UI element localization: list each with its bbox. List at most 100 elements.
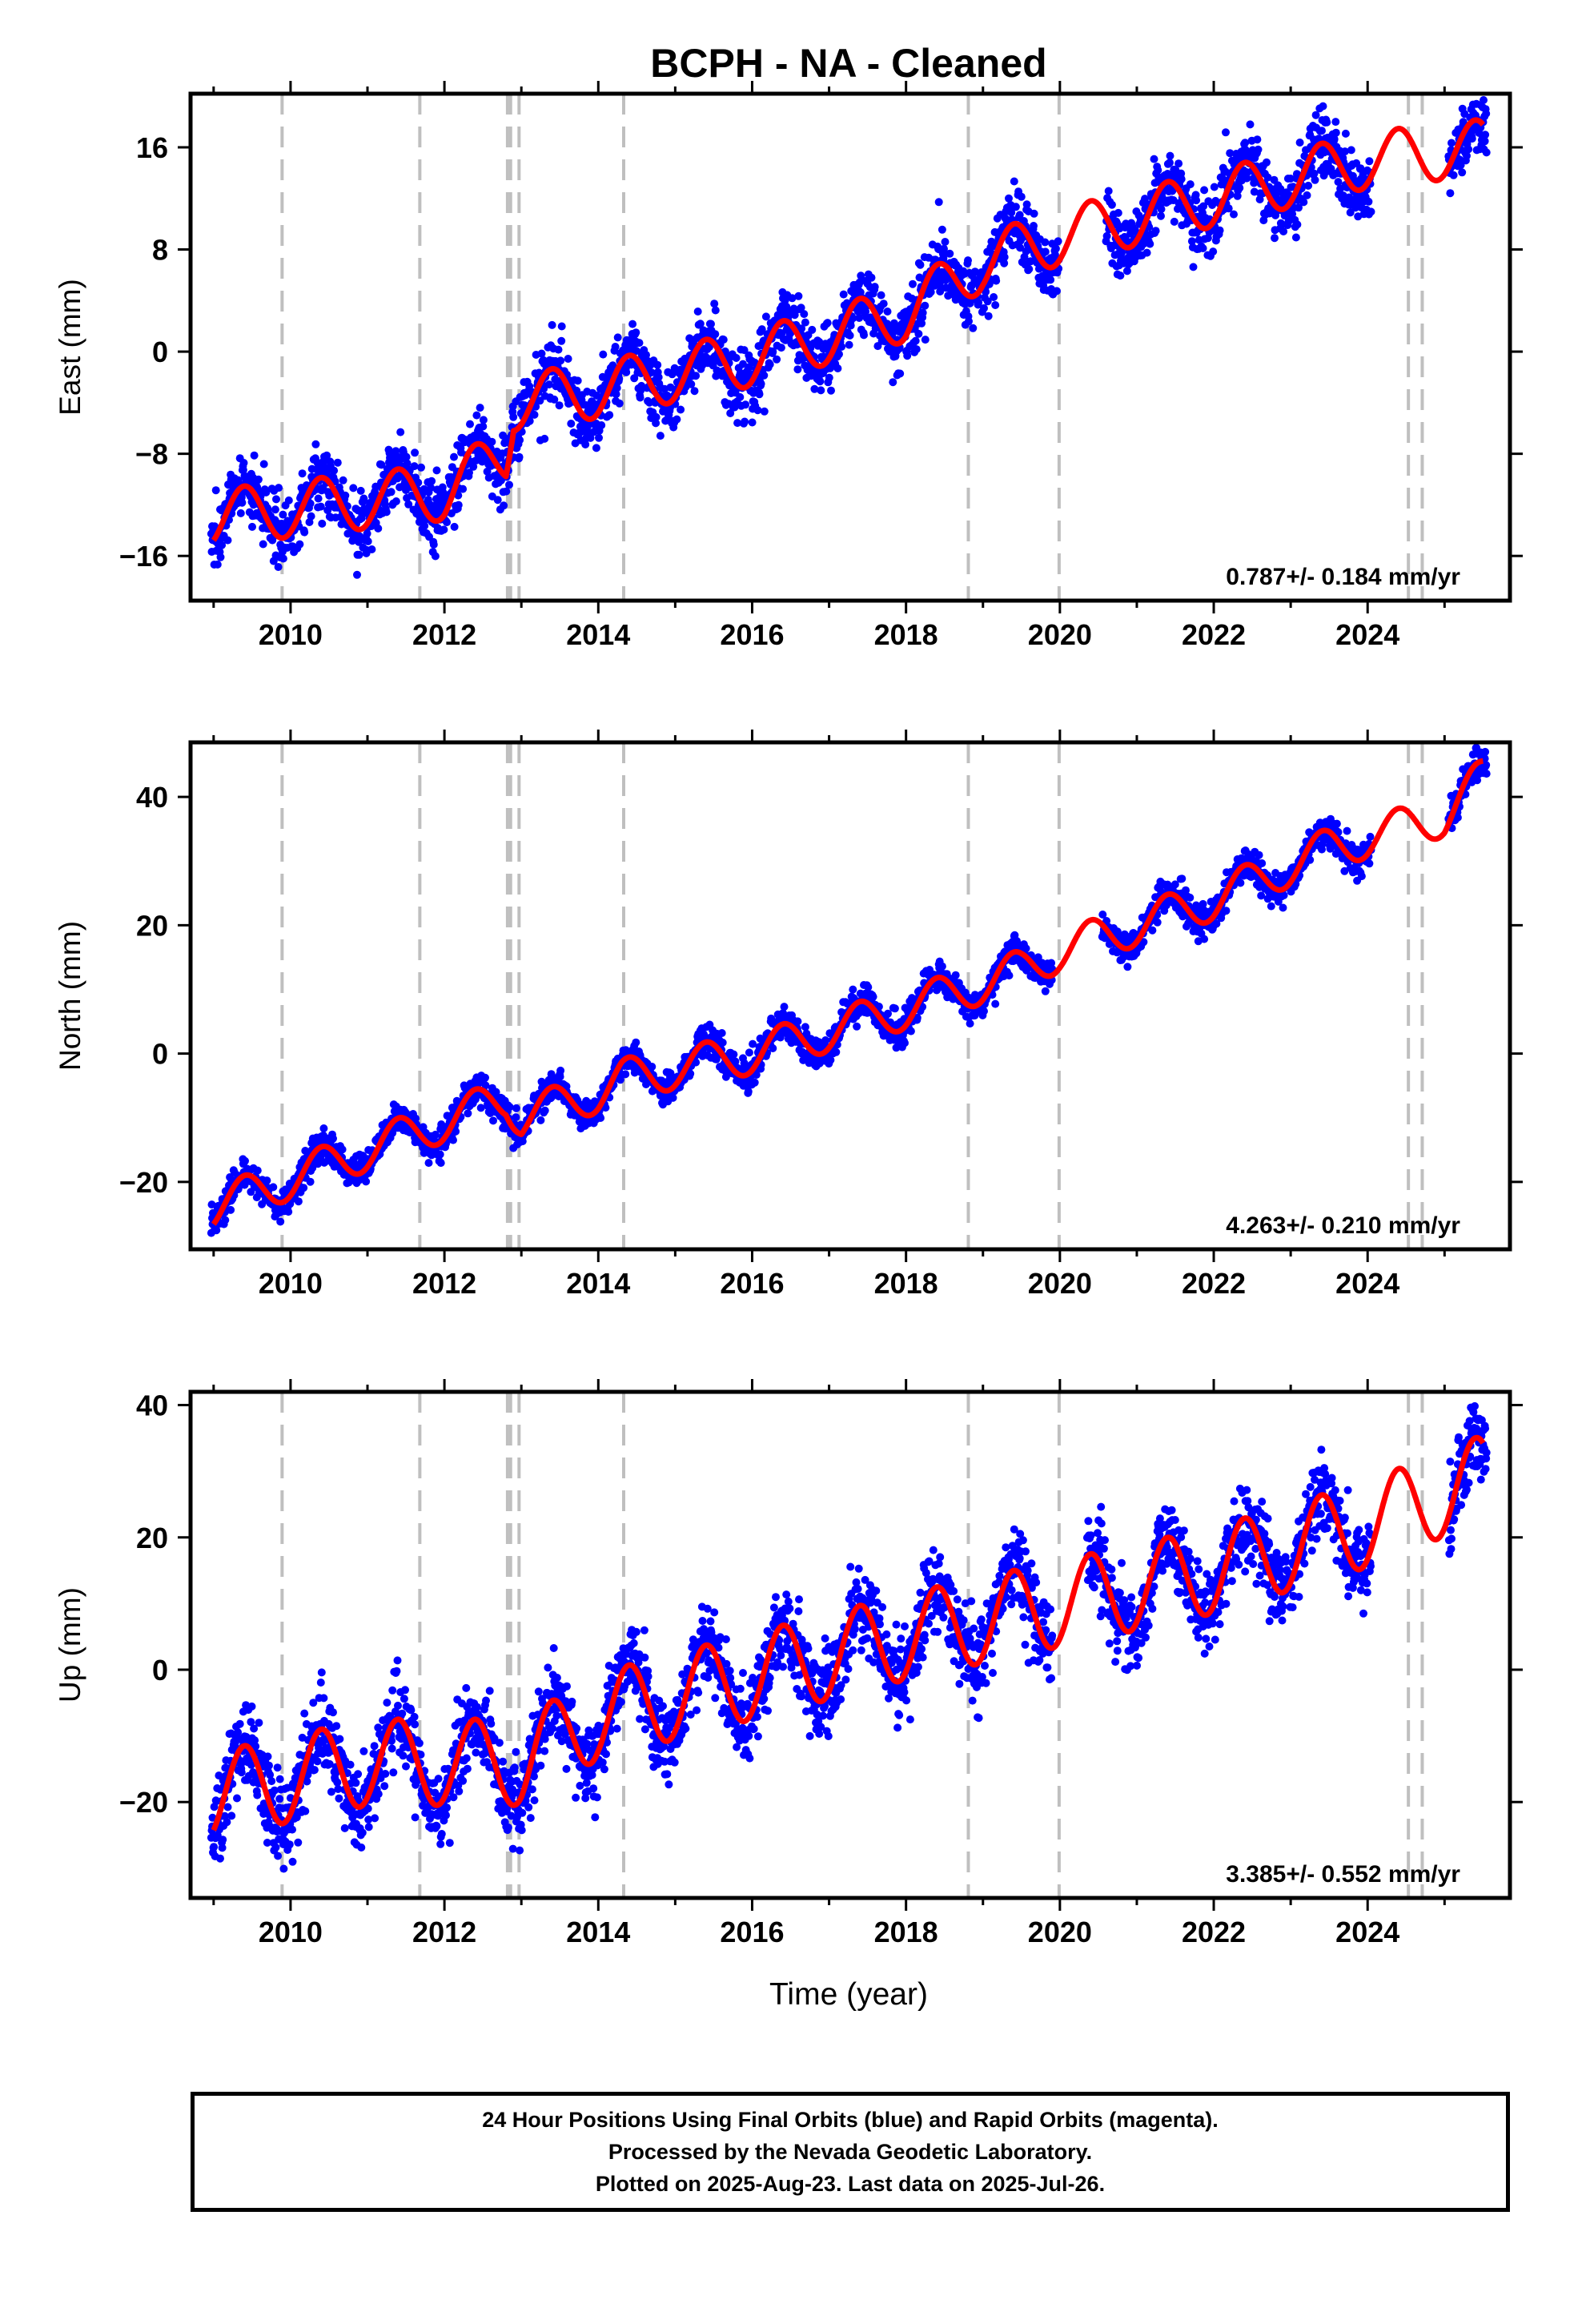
data-point [1186,180,1195,189]
data-point [1166,151,1174,160]
data-point [1022,944,1030,953]
data-point [1299,198,1308,207]
data-point [1122,267,1131,275]
data-point [1365,157,1374,166]
data-point [980,304,988,312]
data-point [612,390,620,399]
data-point [1224,204,1233,213]
x-tick-label: 2020 [1028,618,1092,651]
data-point [1102,231,1111,240]
data-point [355,550,363,559]
data-point [801,1023,809,1031]
data-point [1157,211,1165,220]
data-point [710,300,719,308]
data-point [424,1159,433,1168]
data-point [311,440,320,448]
data-point [740,346,749,355]
data-point [537,349,546,358]
data-point [1107,200,1116,209]
data-point [466,420,474,428]
data-point [216,553,225,561]
data-point [797,304,805,312]
figure-title: BCPH - NA - Cleaned [650,41,1046,86]
data-point [788,294,797,303]
data-point [974,298,983,307]
data-point [816,377,825,386]
data-point [938,225,946,234]
data-point [845,340,853,349]
data-point [1310,169,1319,178]
data-point [536,396,544,405]
data-point [969,324,978,332]
data-point [1210,183,1219,191]
data-point [741,417,749,426]
data-point [411,448,420,457]
data-point [1142,248,1151,257]
data-point [635,339,644,348]
data-point [912,345,921,354]
data-point [855,314,864,322]
data-point [443,518,452,527]
data-point [687,380,696,388]
data-point [903,352,912,360]
data-point [505,480,513,489]
data-point [849,314,857,323]
data-point [896,369,905,378]
data-point [780,1003,789,1011]
data-point [917,319,926,328]
data-point [1000,253,1009,261]
data-point [1007,208,1016,217]
data-point [1041,987,1050,995]
data-point [732,354,741,362]
data-point [488,437,496,446]
x-tick-label: 2024 [1335,618,1399,651]
data-point [757,380,765,388]
data-point [555,401,564,410]
data-point [800,310,809,319]
data-point [314,494,323,503]
data-point [550,395,559,404]
data-point [991,999,1000,1008]
data-point [616,1076,624,1084]
data-point [739,360,747,368]
data-point [652,419,661,428]
y-tick-label: 8 [152,234,168,267]
data-point [211,486,220,495]
data-point [1041,238,1050,247]
data-point [472,411,481,420]
data-point [212,1226,221,1235]
data-point [276,1217,285,1226]
data-point [1246,120,1255,129]
data-point [1470,76,1478,84]
data-point [1116,271,1125,280]
data-point [377,460,386,469]
data-point [227,1205,235,1214]
data-point [1263,173,1272,182]
data-point [1287,175,1295,183]
data-point [1464,145,1473,154]
data-point [901,1039,909,1047]
data-point [218,541,227,549]
data-point [729,1050,738,1059]
data-point [254,475,263,484]
data-point [890,1004,899,1013]
data-point [363,537,372,545]
data-point [236,509,245,517]
data-point [548,320,556,329]
data-point [382,508,391,517]
data-point [632,328,640,337]
data-point [540,434,549,443]
data-point [512,1104,520,1112]
data-point [359,494,368,503]
data-point [465,468,473,477]
data-point [1364,197,1373,206]
data-point [1311,111,1320,119]
data-point [765,360,774,368]
data-point [329,1134,337,1143]
data-point [1141,195,1149,203]
data-point [599,350,608,359]
data-point [323,451,331,460]
data-point [906,1027,915,1035]
data-point [835,350,843,359]
